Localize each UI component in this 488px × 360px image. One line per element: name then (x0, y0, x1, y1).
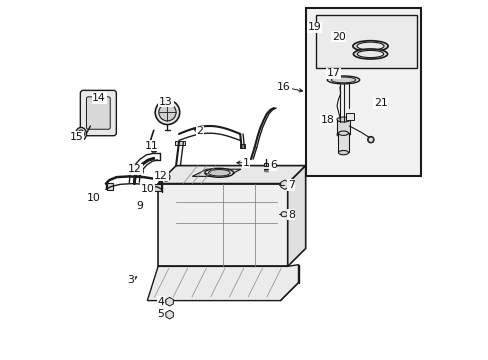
Ellipse shape (137, 169, 141, 174)
Ellipse shape (356, 42, 383, 50)
Bar (306, 8, 420, 176)
Bar (154, 184, 161, 191)
Text: 12: 12 (154, 171, 167, 181)
Text: 11: 11 (144, 141, 158, 151)
Text: 4: 4 (157, 297, 164, 307)
Ellipse shape (280, 212, 287, 217)
Polygon shape (287, 166, 305, 266)
Ellipse shape (352, 41, 387, 51)
Bar (346, 113, 353, 120)
FancyBboxPatch shape (80, 90, 116, 136)
Text: 3: 3 (127, 275, 134, 285)
Ellipse shape (155, 100, 179, 125)
Text: 8: 8 (287, 210, 294, 220)
Text: 1: 1 (243, 158, 249, 168)
Text: 2: 2 (196, 126, 203, 136)
Bar (175, 141, 184, 145)
Ellipse shape (357, 50, 383, 58)
Ellipse shape (338, 150, 348, 155)
Text: 16: 16 (277, 82, 290, 92)
Ellipse shape (338, 131, 348, 135)
Text: 13: 13 (159, 96, 173, 107)
Text: 17: 17 (326, 68, 340, 78)
Bar (336, 120, 349, 134)
Text: 18: 18 (321, 114, 334, 125)
Ellipse shape (330, 77, 355, 83)
Text: 7: 7 (287, 180, 294, 190)
Text: 10: 10 (87, 193, 101, 203)
Bar (240, 144, 244, 148)
Ellipse shape (326, 76, 359, 84)
Polygon shape (158, 166, 305, 184)
Ellipse shape (162, 173, 170, 181)
Polygon shape (147, 265, 298, 301)
Ellipse shape (336, 117, 349, 122)
Polygon shape (192, 169, 241, 176)
Ellipse shape (353, 49, 387, 59)
Text: 19: 19 (307, 22, 321, 32)
Ellipse shape (159, 104, 176, 121)
Text: 6: 6 (269, 160, 276, 170)
Bar (338, 133, 348, 152)
Ellipse shape (76, 127, 86, 140)
Bar (264, 163, 268, 166)
FancyBboxPatch shape (86, 97, 110, 129)
Ellipse shape (367, 136, 373, 143)
Text: 10: 10 (140, 184, 154, 194)
Text: 9: 9 (136, 201, 143, 211)
Ellipse shape (163, 175, 168, 179)
Bar (316, 15, 416, 68)
Text: 5: 5 (157, 309, 164, 319)
Text: 12: 12 (128, 164, 142, 174)
Text: 20: 20 (331, 32, 345, 42)
Text: 14: 14 (92, 93, 106, 103)
Text: 15: 15 (70, 132, 83, 142)
Ellipse shape (208, 170, 230, 176)
Text: 21: 21 (373, 98, 386, 108)
Ellipse shape (336, 132, 349, 137)
Ellipse shape (135, 167, 143, 175)
Ellipse shape (204, 168, 233, 177)
Ellipse shape (78, 130, 84, 138)
Bar (107, 183, 113, 190)
Polygon shape (158, 184, 287, 266)
